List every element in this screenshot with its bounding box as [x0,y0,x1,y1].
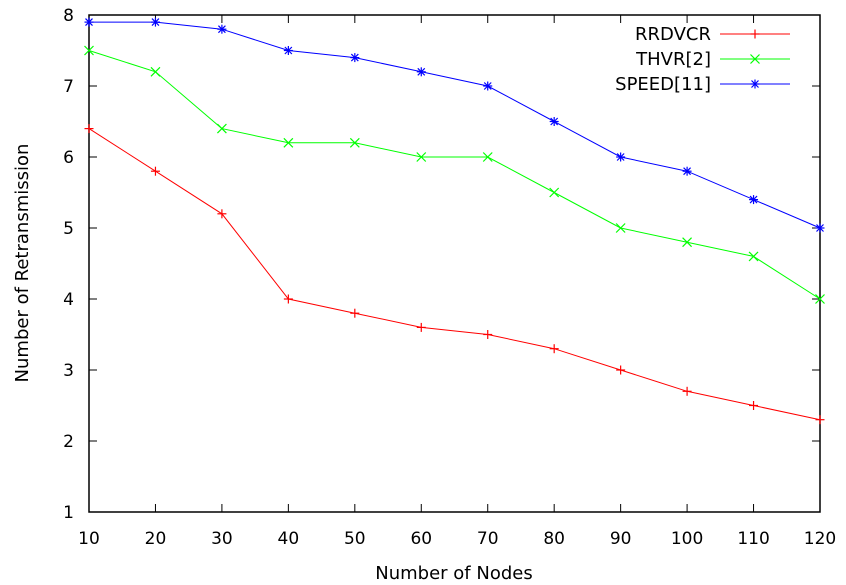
axis-ticks: 10 20 30 40 50 60 70 80 90 100 110 120 1 2 3 4 5 6 7 8 [63,6,836,549]
data-point [84,45,94,56]
y-tick-label: 7 [63,77,74,97]
x-tick-label: 20 [145,529,167,549]
data-point [815,223,825,233]
y-tick-label: 1 [63,503,74,523]
x-tick-label: 40 [278,529,300,549]
y-axis-label: Number of Retransmission [12,144,33,383]
data-point [749,195,759,205]
y-tick-label: 2 [63,432,74,452]
data-point [349,137,360,148]
series-line [88,128,821,421]
data-point [150,66,161,77]
data-point [682,166,692,176]
y-tick-label: 3 [63,361,74,381]
data-point [350,53,360,63]
data-point [283,137,294,148]
data-point [815,294,825,304]
data-point [750,79,760,89]
y-tick-label: 4 [63,290,74,310]
data-point [283,294,293,304]
data-point [416,152,427,162]
series-line [88,50,821,300]
data-point [682,237,693,248]
series-layer [84,17,825,425]
data-point [750,54,760,64]
series-thvr-2 [84,45,825,304]
y-tick-label: 5 [63,219,74,239]
x-tick-label: 110 [737,529,769,549]
data-point [483,81,493,91]
plot-frame [88,14,821,513]
series-line [89,21,821,229]
x-tick-label: 90 [610,529,632,549]
data-point [749,401,759,410]
x-tick-label: 60 [410,529,432,549]
data-point [217,209,227,219]
x-axis-label: Number of Nodes [375,563,532,584]
data-point [84,17,94,27]
data-point [350,308,360,318]
data-point [483,330,493,339]
legend-label: SPEED[11] [615,74,711,95]
x-tick-label: 120 [804,529,836,549]
legend-label: RRDVCR [635,24,711,45]
data-point [416,67,426,77]
series-speed-11 [84,17,825,233]
data-point [615,223,626,233]
x-tick-label: 50 [344,529,366,549]
data-point [815,415,825,425]
data-point [150,17,160,27]
data-point [216,123,227,134]
x-tick-label: 80 [543,529,565,549]
data-point [150,166,160,176]
x-tick-label: 70 [477,529,499,549]
data-point [616,152,626,162]
y-tick-label: 6 [63,148,74,168]
data-point [616,365,626,375]
data-point [416,322,426,332]
legend-label: THVR[2] [635,49,711,70]
data-point [283,46,293,55]
x-tick-label: 30 [211,529,233,549]
x-tick-label: 100 [671,529,703,549]
data-point [482,152,493,162]
data-point [549,187,560,198]
data-point [549,117,559,126]
series-rrdvcr [84,124,825,425]
data-point [217,24,227,34]
data-point [750,29,760,39]
data-point [682,386,692,396]
legend: RRDVCR THVR[2] SPEED[11] [615,24,790,95]
data-point [84,124,94,134]
x-tick-label: 10 [78,529,100,549]
data-point [549,344,559,354]
data-point [748,251,759,262]
y-tick-label: 8 [63,6,74,26]
